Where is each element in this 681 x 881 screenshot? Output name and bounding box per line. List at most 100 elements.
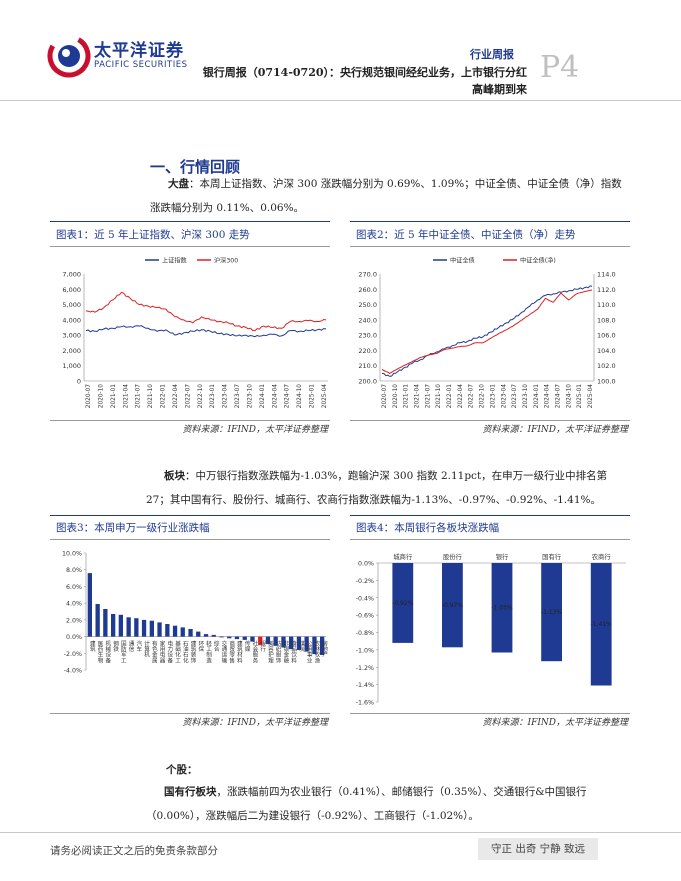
y-tick-label: -1.4% — [356, 682, 374, 689]
y-tick-label: 230.0 — [358, 332, 377, 340]
x-tick-label: 2020-10 — [98, 384, 104, 409]
bar — [188, 629, 193, 637]
logo-text-en: PACIFIC SECURITIES — [94, 60, 188, 70]
category-label: 纺织服饰 — [275, 639, 282, 664]
market-lead: 大盘 — [168, 178, 189, 190]
bar — [103, 609, 108, 637]
series-line-primary — [85, 325, 327, 338]
x-tick-label: 2024-04 — [272, 384, 278, 409]
footer-motto: 守正 出奇 宁静 致远 — [478, 838, 598, 860]
y-tick-label: 0 — [77, 378, 81, 386]
category-label: 建筑 — [89, 639, 96, 653]
bar — [250, 636, 255, 642]
x-tick-label: 2024-07 — [285, 384, 291, 409]
y-tick-label: -0.8% — [356, 630, 374, 637]
data-label: -0.92% — [392, 600, 414, 607]
market-paragraph: 大盘：本周上证指数、沪深 300 涨跌幅分别为 0.69%、1.09%；中证全债… — [150, 172, 632, 220]
y-tick-label: -2.0% — [64, 651, 82, 658]
y-right-tick-label: 106.0 — [597, 332, 616, 340]
x-tick-label: 2025-01 — [577, 384, 583, 409]
y-tick-label: 1,000 — [62, 362, 81, 370]
category-label: 交通运输 — [220, 639, 227, 664]
x-tick-label: 2021-10 — [148, 384, 154, 409]
legend-label: 中证全债 — [450, 257, 475, 265]
fig4-title-rule — [350, 539, 630, 540]
chart-bank-segment-bars: 0.0% -0.2% -0.4% -0.6% -0.8% -1.0% -1.2% -1.4% -… — [356, 552, 626, 707]
x-tick-label: 2022-07 — [185, 384, 191, 409]
category-label: 建筑材料 — [236, 639, 243, 664]
y-tick-label: 10.0% — [62, 551, 82, 558]
y-tick-label: -0.6% — [356, 613, 374, 620]
category-label: 通信 — [128, 639, 135, 653]
report-title: 银行周报（0714-0720）：央行规范银间经纪业务，上市银行分红高峰期到来 — [202, 66, 527, 96]
fig2-title-rule — [350, 246, 630, 247]
fig4-title: 图表4：本周银行各板块涨跌幅 — [356, 522, 500, 534]
bar — [126, 617, 131, 637]
fig1-source: 资料来源：IFIND，太平洋证券整理 — [182, 425, 328, 435]
category-label: 综合 — [213, 639, 220, 653]
category-label: 机械设备 — [104, 639, 111, 664]
bar — [392, 563, 414, 643]
x-tick-label: 2021-04 — [123, 384, 129, 409]
data-label: -1.13% — [541, 609, 563, 616]
y-right-tick-label: 110.0 — [597, 301, 616, 309]
category-label: 计算机 — [143, 639, 150, 658]
category-label: 国有行 — [542, 552, 562, 561]
bar — [296, 636, 302, 650]
sector-lead: 板块 — [164, 470, 185, 482]
y-tick-label: 6,000 — [62, 286, 81, 294]
category-label: 非银金融 — [282, 639, 289, 664]
x-tick-label: 2021-04 — [415, 384, 421, 409]
fig1-title-rule — [50, 246, 330, 247]
fig3-title: 图表3：本周申万一级行业涨跌幅 — [56, 522, 210, 534]
y-tick-label: 4,000 — [62, 316, 81, 324]
fig3-top-rule — [50, 515, 330, 516]
category-label: 银行 — [496, 552, 509, 561]
data-label: -1.41% — [591, 621, 613, 628]
y-right-tick-label: 102.0 — [597, 362, 616, 370]
x-tick-label: 2022-01 — [447, 384, 453, 409]
x-tick-label: 2021-07 — [136, 384, 142, 409]
bar — [180, 627, 185, 637]
bar — [211, 634, 216, 637]
y-tick-label: 5,000 — [62, 301, 81, 309]
category-label: 国防军工 — [120, 640, 127, 663]
bar — [141, 619, 147, 637]
x-tick-label: 2024-04 — [545, 384, 551, 409]
x-tick-label: 2023-04 — [223, 384, 229, 409]
bar — [227, 636, 232, 639]
bar — [172, 625, 178, 637]
x-tick-label: 2024-10 — [566, 384, 572, 409]
data-label: -1.03% — [491, 605, 513, 612]
x-tick-label: 2022-04 — [458, 384, 464, 409]
legend-label: 上证指数 — [162, 257, 188, 265]
fig2-source: 资料来源：IFIND，太平洋证券整理 — [482, 425, 628, 435]
y-tick-label: 220.0 — [358, 347, 377, 355]
category-label: 电力设备 — [166, 639, 173, 664]
category-label: 家用电器 — [159, 639, 166, 664]
x-tick-label: 2022-04 — [173, 384, 179, 409]
fig3-source: 资料来源：IFIND，太平洋证券整理 — [182, 718, 328, 728]
stocks-text: ，涨跌幅前四为农业银行（0.41%）、邮储银行（0.35%）、交通银行&中国银行… — [146, 786, 587, 822]
bar — [111, 614, 116, 637]
y-tick-label: -1.0% — [356, 647, 374, 654]
x-tick-label: 2021-01 — [111, 384, 117, 409]
logo-mark — [47, 34, 91, 78]
sector-paragraph: 板块：中万银行指数涨跌幅为-1.03%，跑输沪深 300 指数 2.11pct，… — [146, 464, 632, 512]
category-label: 煤炭 — [298, 639, 305, 653]
x-tick-label: 2023-10 — [523, 384, 529, 409]
y-tick-label: 2,000 — [62, 347, 81, 355]
fig1-title: 图表1：近 5 年上证指数、沪深 300 走势 — [56, 229, 250, 241]
header-divider — [0, 100, 681, 101]
category-label: 股份行 — [443, 552, 463, 561]
y-tick-label: 0.0% — [358, 561, 374, 568]
fig1-bottom-rule — [50, 420, 330, 421]
fig4-bottom-rule — [350, 713, 630, 714]
category-label: 有色金属 — [151, 639, 158, 664]
series-line-secondary — [381, 289, 593, 374]
bar — [442, 563, 463, 648]
y-tick-label: 0.0% — [66, 634, 82, 641]
y-tick-label: 4.0% — [66, 601, 82, 608]
y-tick-label: 7,000 — [62, 271, 81, 279]
bar — [265, 636, 271, 645]
